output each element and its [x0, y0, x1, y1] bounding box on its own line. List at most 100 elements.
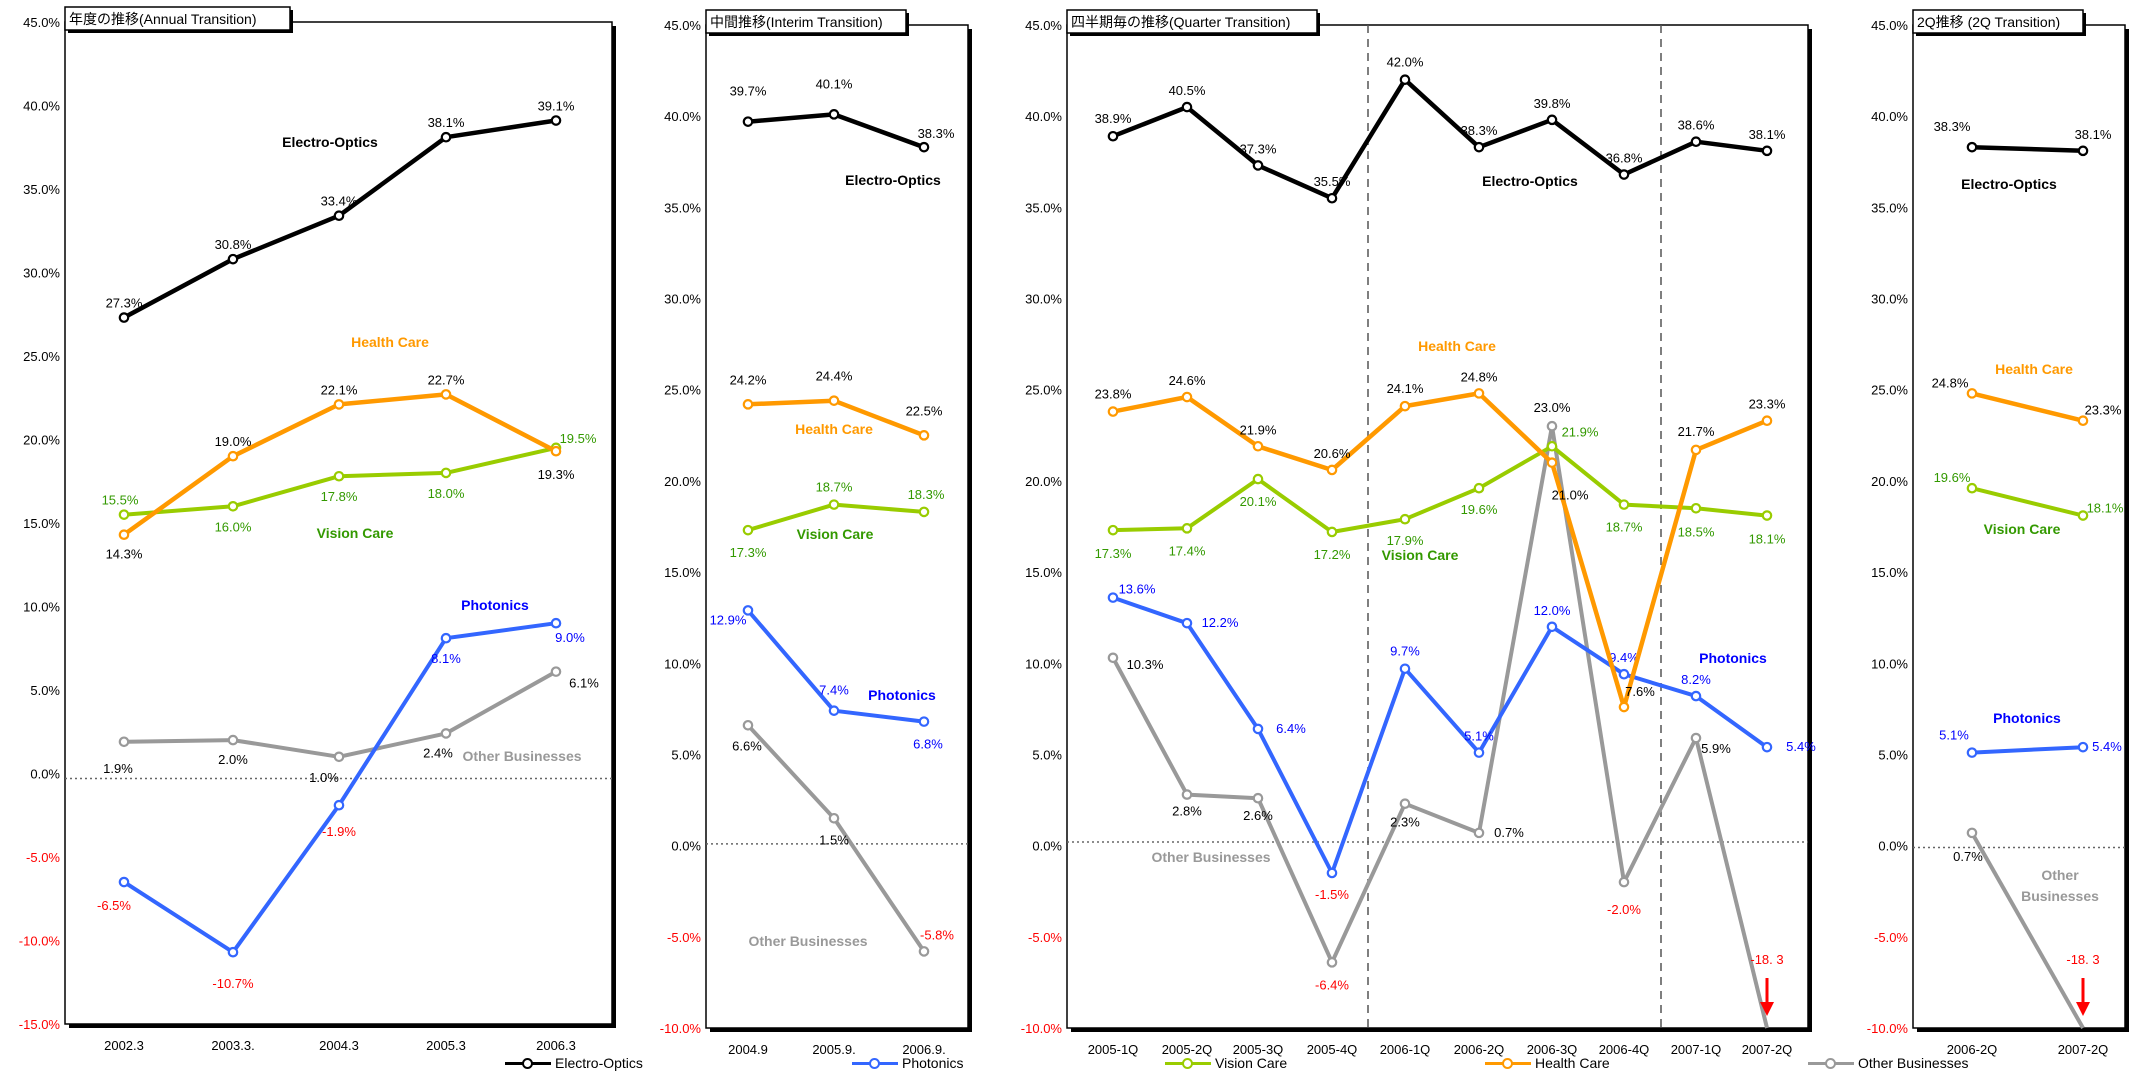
data-label-photonics: 6.4% — [1276, 721, 1306, 736]
series-annotation: Photonics — [1699, 650, 1767, 666]
data-label-health-care: 24.8% — [1932, 375, 1969, 390]
data-label-vision-care: 17.9% — [1387, 533, 1424, 548]
series-electro-optics: 38.3% 38.1% — [1934, 119, 2112, 157]
legend-label: Other Businesses — [1858, 1055, 1969, 1071]
series-annotation: Photonics — [1993, 710, 2061, 726]
data-label-health-care: 23.3% — [2085, 403, 2122, 418]
data-point-vision-care — [1326, 526, 1338, 538]
data-label-photonics: 6.8% — [913, 737, 943, 752]
data-point-photonics — [118, 876, 130, 888]
data-point-health-care — [550, 445, 562, 457]
data-label-photonics: -10.7% — [212, 976, 254, 991]
y-tick-label: 35.0% — [1871, 200, 1908, 215]
y-tick-label: 0.0% — [30, 767, 60, 782]
data-point-photonics — [742, 605, 754, 616]
data-point-health-care — [1546, 457, 1558, 468]
data-label-other-businesses: 0.7% — [1953, 849, 1983, 864]
y-tick-label: -10.0% — [660, 1021, 702, 1036]
data-point-photonics — [1326, 867, 1338, 879]
data-label-vision-care: 18.5% — [1678, 524, 1715, 539]
y-tick-label: 45.0% — [1871, 18, 1908, 33]
off-scale-arrow-head-icon — [2076, 1002, 2090, 1016]
y-tick-label: 35.0% — [664, 200, 701, 215]
data-point-electro-optics — [1252, 160, 1264, 171]
data-label-photonics: 5.4% — [2092, 739, 2122, 754]
y-tick-label: -15.0% — [19, 1017, 61, 1032]
x-tick-label: 2006.3 — [536, 1038, 576, 1053]
y-tick-label: 30.0% — [1025, 292, 1062, 307]
data-label-photonics: 5.1% — [1939, 728, 1969, 743]
y-tick-label: 20.0% — [1025, 474, 1062, 489]
data-point-health-care — [440, 389, 452, 400]
data-label-vision-care: 18.0% — [428, 486, 465, 501]
y-tick-label: 5.0% — [1878, 747, 1908, 762]
series-photonics: 13.6% 12.2% 6.4% -1.5% 9.7% 5.1% 12.0% 9.4% 8.2%… — [1107, 582, 1816, 902]
series-photonics: -6.5% -10.7% -1.9% 8.1% 9.0% — [97, 617, 585, 991]
data-point-vision-care — [828, 499, 840, 510]
x-tick-label: 2006-1Q — [1380, 1042, 1431, 1057]
series-vision-care: 17.3% 18.7% 18.3% — [730, 480, 945, 561]
y-tick-label: 0.0% — [1878, 839, 1908, 854]
series-annotation: Vision Care — [1984, 521, 2061, 537]
data-point-electro-optics — [742, 116, 754, 127]
data-label-other-businesses: 10.3% — [1127, 657, 1164, 672]
data-label-health-care: 24.4% — [816, 369, 853, 384]
x-tick-label: 2003.3. — [211, 1038, 254, 1053]
data-label-vision-care: 15.5% — [102, 493, 139, 508]
legend-label: Health Care — [1535, 1055, 1610, 1071]
data-point-other-businesses — [1690, 732, 1702, 744]
y-tick-label: 35.0% — [1025, 200, 1062, 215]
y-tick-label: 25.0% — [1871, 383, 1908, 398]
data-label-vision-care: 17.8% — [321, 489, 358, 504]
data-label-other-businesses: 2.0% — [218, 752, 248, 767]
data-point-photonics — [1252, 723, 1264, 735]
y-tick-label: 30.0% — [1871, 292, 1908, 307]
data-point-electro-optics — [918, 141, 930, 153]
data-label-vision-care: 17.4% — [1169, 543, 1206, 558]
data-point-photonics — [1473, 747, 1485, 758]
series-line-photonics — [1971, 745, 2084, 755]
data-label-photonics: 12.0% — [1534, 603, 1571, 618]
data-label-electro-optics: 40.1% — [816, 76, 853, 91]
x-tick-label: 2005-1Q — [1088, 1042, 1139, 1057]
data-label-electro-optics: 38.3% — [1461, 123, 1498, 138]
data-label-vision-care: 17.2% — [1314, 547, 1351, 562]
data-label-electro-optics: 33.4% — [321, 194, 358, 209]
data-label-vision-care: 18.1% — [1749, 532, 1786, 547]
data-point-photonics — [1690, 690, 1702, 702]
data-point-vision-care — [1761, 510, 1773, 521]
series-annotation: Electro-Optics — [845, 172, 941, 188]
data-label-photonics: 13.6% — [1119, 582, 1156, 597]
data-point-other-businesses — [118, 736, 130, 748]
plot-area — [1912, 24, 2126, 1029]
data-point-photonics — [333, 799, 345, 811]
legend-item-health-care: Health Care — [1485, 1055, 1610, 1071]
y-tick-label: 30.0% — [664, 292, 701, 307]
data-label-photonics: 5.1% — [1464, 729, 1494, 744]
series-other-businesses: 10.3% 2.8% 2.6% -6.4% 2.3% 0.7% 23.0% -2.0% 5.9%… — [1107, 400, 1784, 1029]
data-label-other-businesses: 2.4% — [423, 745, 453, 760]
series-health-care: 24.8% 23.3% — [1932, 375, 2122, 427]
y-tick-label: 20.0% — [664, 474, 701, 489]
y-tick-label: -5.0% — [667, 930, 701, 945]
data-point-vision-care — [440, 467, 452, 479]
data-label-electro-optics: 38.9% — [1095, 111, 1132, 126]
data-label-other-businesses: 2.3% — [1390, 815, 1420, 830]
data-label-other-businesses: -18. 3 — [2066, 952, 2099, 967]
data-point-vision-care — [1690, 502, 1702, 514]
y-tick-label: 0.0% — [671, 839, 701, 854]
data-label-vision-care: 18.7% — [1606, 520, 1643, 535]
data-point-electro-optics — [118, 312, 130, 323]
title-box — [705, 9, 907, 34]
legend-item-vision-care: Vision Care — [1165, 1055, 1287, 1071]
series-health-care: 23.8% 24.6% 21.9% 20.6% 24.1% 24.8% 21.0% 7.6% 2… — [1095, 369, 1786, 713]
y-tick-label: 15.0% — [23, 516, 60, 531]
data-label-health-care: 24.1% — [1387, 381, 1424, 396]
data-point-other-businesses — [828, 812, 840, 824]
series-line-health-care — [1112, 391, 1768, 710]
y-tick-label: 15.0% — [1025, 565, 1062, 580]
title-box — [1066, 9, 1318, 34]
data-label-photonics: 8.1% — [431, 651, 461, 666]
data-label-photonics: -6.5% — [97, 898, 131, 913]
legend-swatch-icon — [505, 1056, 551, 1070]
